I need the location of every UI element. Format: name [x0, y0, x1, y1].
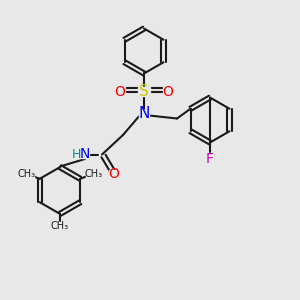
Bar [206, 155, 214, 163]
Bar [115, 87, 125, 96]
Text: CH₃: CH₃ [51, 221, 69, 231]
Text: CH₃: CH₃ [84, 169, 102, 179]
Bar [86, 171, 100, 178]
Bar [73, 151, 80, 158]
Text: O: O [109, 167, 119, 181]
Text: S: S [139, 84, 149, 99]
Bar [138, 87, 150, 96]
Bar [109, 170, 119, 178]
Bar [20, 171, 34, 178]
Text: CH₃: CH₃ [18, 169, 36, 179]
Text: O: O [115, 85, 125, 98]
Text: N: N [138, 106, 150, 122]
Bar [81, 151, 89, 158]
Text: H: H [72, 148, 81, 161]
Text: F: F [206, 152, 214, 166]
Text: N: N [80, 148, 90, 161]
Bar [139, 110, 149, 118]
Bar [53, 222, 67, 230]
Text: O: O [163, 85, 173, 98]
Bar [163, 87, 173, 96]
